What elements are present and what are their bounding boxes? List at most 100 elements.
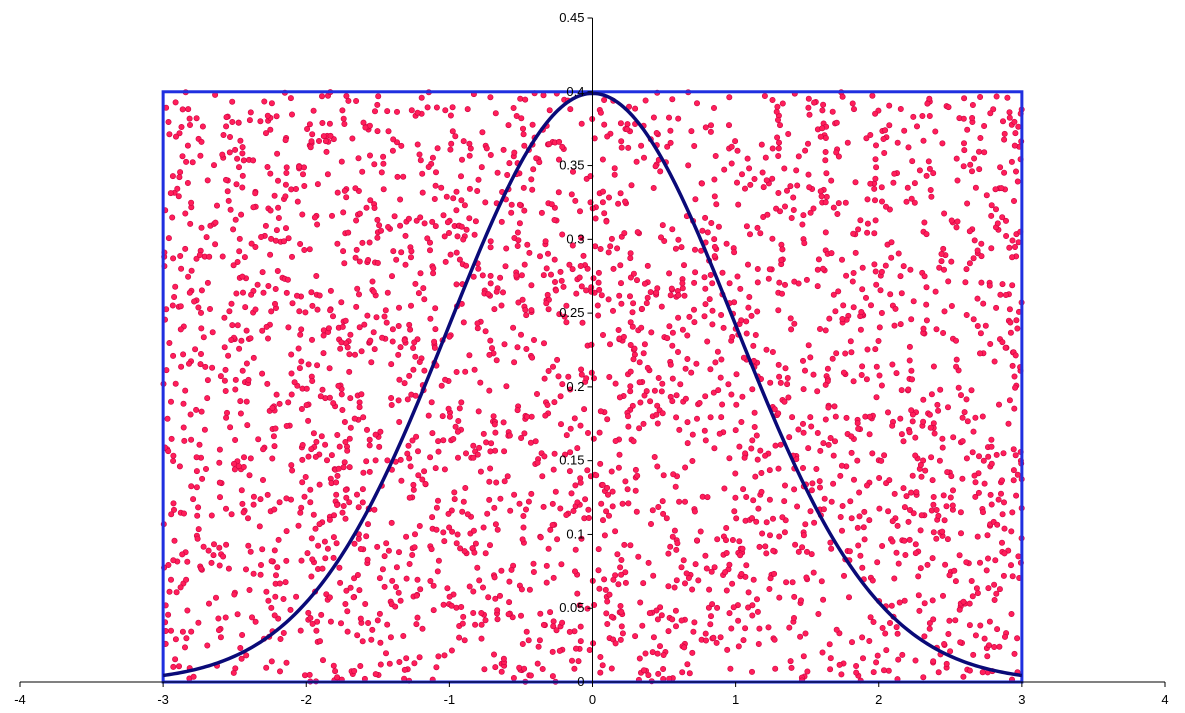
scatter-point bbox=[347, 395, 354, 402]
scatter-point bbox=[926, 165, 933, 172]
scatter-point bbox=[309, 377, 316, 384]
scatter-point bbox=[440, 437, 447, 444]
scatter-point bbox=[232, 376, 239, 383]
scatter-point bbox=[453, 281, 460, 288]
scatter-point bbox=[906, 506, 913, 513]
scatter-point bbox=[546, 107, 553, 114]
scatter-point bbox=[873, 363, 880, 370]
scatter-point bbox=[799, 420, 806, 427]
scatter-point bbox=[187, 122, 194, 129]
scatter-point bbox=[405, 215, 412, 222]
scatter-point bbox=[271, 192, 278, 199]
scatter-point bbox=[810, 371, 817, 378]
scatter-point bbox=[810, 569, 817, 576]
scatter-point bbox=[746, 293, 753, 300]
scatter-point bbox=[393, 256, 400, 263]
scatter-point bbox=[621, 230, 628, 237]
scatter-point bbox=[252, 190, 259, 197]
scatter-point bbox=[986, 618, 993, 625]
scatter-point bbox=[254, 281, 261, 288]
scatter-point bbox=[902, 551, 909, 558]
scatter-point bbox=[786, 624, 793, 631]
scatter-point bbox=[641, 392, 648, 399]
scatter-point bbox=[314, 181, 321, 188]
scatter-point bbox=[839, 315, 846, 322]
scatter-point bbox=[766, 585, 773, 592]
scatter-point bbox=[1000, 572, 1007, 579]
scatter-point bbox=[672, 483, 679, 490]
scatter-point bbox=[952, 617, 959, 624]
scatter-point bbox=[168, 398, 175, 405]
scatter-point bbox=[365, 256, 372, 263]
scatter-point bbox=[563, 319, 570, 326]
scatter-point bbox=[524, 241, 531, 248]
scatter-point bbox=[522, 96, 529, 103]
scatter-point bbox=[1001, 169, 1008, 176]
scatter-point bbox=[430, 265, 437, 272]
scatter-point bbox=[726, 610, 733, 617]
scatter-point bbox=[610, 265, 617, 272]
scatter-point bbox=[430, 607, 437, 614]
scatter-point bbox=[333, 501, 340, 508]
scatter-point bbox=[843, 414, 850, 421]
y-tick-label: 0.3 bbox=[566, 231, 584, 246]
scatter-point bbox=[268, 308, 275, 315]
scatter-point bbox=[396, 658, 403, 665]
scatter-point bbox=[679, 326, 686, 333]
scatter-point bbox=[411, 544, 418, 551]
scatter-point bbox=[457, 545, 464, 552]
scatter-point bbox=[558, 561, 565, 568]
scatter-point bbox=[609, 307, 616, 314]
scatter-point bbox=[346, 351, 353, 358]
scatter-point bbox=[416, 654, 423, 661]
scatter-point bbox=[561, 313, 568, 320]
scatter-point bbox=[857, 326, 864, 333]
scatter-point bbox=[988, 501, 995, 508]
scatter-point bbox=[516, 500, 523, 507]
scatter-point bbox=[299, 479, 306, 486]
scatter-point bbox=[850, 378, 857, 385]
scatter-point bbox=[994, 521, 1001, 528]
scatter-point bbox=[926, 620, 933, 627]
scatter-point bbox=[612, 380, 619, 387]
scatter-point bbox=[805, 104, 812, 111]
scatter-point bbox=[308, 535, 315, 542]
scatter-point bbox=[470, 609, 477, 616]
scatter-point bbox=[640, 667, 647, 674]
scatter-point bbox=[894, 139, 901, 146]
scatter-point bbox=[655, 503, 662, 510]
scatter-point bbox=[714, 348, 721, 355]
scatter-point bbox=[660, 665, 667, 672]
scatter-point bbox=[884, 409, 891, 416]
scatter-point bbox=[689, 457, 696, 464]
scatter-point bbox=[401, 666, 408, 673]
scatter-point bbox=[356, 404, 363, 411]
scatter-point bbox=[285, 399, 292, 406]
scatter-point bbox=[827, 539, 834, 546]
scatter-point bbox=[487, 244, 494, 251]
scatter-point bbox=[435, 438, 442, 445]
scatter-point bbox=[255, 436, 262, 443]
scatter-point bbox=[353, 491, 360, 498]
scatter-point bbox=[449, 528, 456, 535]
scatter-point bbox=[203, 465, 210, 472]
y-tick-label: 0 bbox=[577, 674, 584, 689]
scatter-point bbox=[351, 575, 358, 582]
scatter-point bbox=[748, 445, 755, 452]
scatter-point bbox=[579, 319, 586, 326]
scatter-point bbox=[322, 441, 329, 448]
scatter-point bbox=[547, 609, 554, 616]
scatter-point bbox=[878, 309, 885, 316]
scatter-point bbox=[378, 169, 385, 176]
scatter-point bbox=[707, 414, 714, 421]
scatter-point bbox=[819, 107, 826, 114]
scatter-point bbox=[328, 452, 335, 459]
scatter-point bbox=[371, 108, 378, 115]
scatter-point bbox=[170, 663, 177, 670]
scatter-point bbox=[369, 626, 376, 633]
scatter-point bbox=[265, 282, 272, 289]
scatter-point bbox=[928, 391, 935, 398]
scatter-point bbox=[1006, 244, 1013, 251]
scatter-point bbox=[433, 104, 440, 111]
scatter-point bbox=[612, 528, 619, 535]
